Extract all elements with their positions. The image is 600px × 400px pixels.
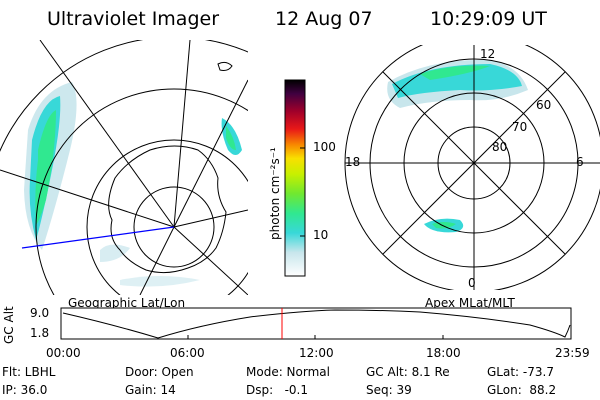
colorbar-tick-10: 10 bbox=[313, 228, 329, 242]
altitude-xtick-0000: 00:00 bbox=[46, 346, 81, 360]
altitude-xtick-0600: 06:00 bbox=[170, 346, 205, 360]
status-ip: IP: 36.0 bbox=[2, 383, 48, 397]
status-dsp: Dsp: -0.1 bbox=[246, 383, 309, 397]
status-filter: Flt: LBHL bbox=[2, 365, 56, 379]
altitude-xtick-2359: 23:59 bbox=[555, 346, 590, 360]
geo-caption: Geographic Lat/Lon bbox=[68, 296, 186, 310]
status-seq: Seq: 39 bbox=[366, 383, 412, 397]
altitude-ytick-high: 9.0 bbox=[30, 306, 50, 320]
mlat-label-80: 80 bbox=[492, 140, 508, 154]
color-scale-bar bbox=[284, 79, 306, 277]
sun-meridian-line bbox=[21, 226, 175, 249]
apex-aurora bbox=[387, 59, 528, 233]
mlt-label-6: 6 bbox=[576, 155, 584, 169]
status-glat: GLat: -73.7 bbox=[487, 365, 554, 379]
date-label: 12 Aug 07 bbox=[275, 8, 373, 30]
geographic-map bbox=[0, 40, 248, 295]
status-glon: GLon: 88.2 bbox=[487, 383, 557, 397]
altitude-timeline-plot bbox=[60, 307, 572, 340]
mlt-label-0: 0 bbox=[468, 276, 476, 290]
instrument-title: Ultraviolet Imager bbox=[47, 8, 220, 30]
antarctica-coastline bbox=[108, 145, 227, 274]
colorbar-tick-100: 100 bbox=[313, 140, 336, 154]
time-label: 10:29:09 UT bbox=[430, 8, 547, 30]
status-gc-alt: GC Alt: 8.1 Re bbox=[366, 365, 450, 379]
colorbar-unit-label: photon cm⁻²s⁻¹ bbox=[268, 147, 282, 240]
altitude-ylabel: GC Alt bbox=[2, 306, 16, 344]
mlat-label-70: 70 bbox=[512, 120, 528, 134]
altitude-xtick-1800: 18:00 bbox=[426, 346, 461, 360]
altitude-xtick-1200: 12:00 bbox=[299, 346, 334, 360]
mlt-label-12: 12 bbox=[480, 47, 496, 61]
apex-caption: Apex MLat/MLT bbox=[425, 296, 515, 310]
apex-mlat-mlt-polar-plot bbox=[344, 45, 600, 290]
mlat-label-60: 60 bbox=[536, 98, 552, 112]
altitude-curve bbox=[62, 309, 571, 339]
status-door: Door: Open bbox=[125, 365, 194, 379]
mlt-label-18: 18 bbox=[345, 155, 361, 169]
status-mode: Mode: Normal bbox=[246, 365, 330, 379]
altitude-ytick-low: 1.8 bbox=[30, 326, 50, 340]
status-gain: Gain: 14 bbox=[125, 383, 176, 397]
